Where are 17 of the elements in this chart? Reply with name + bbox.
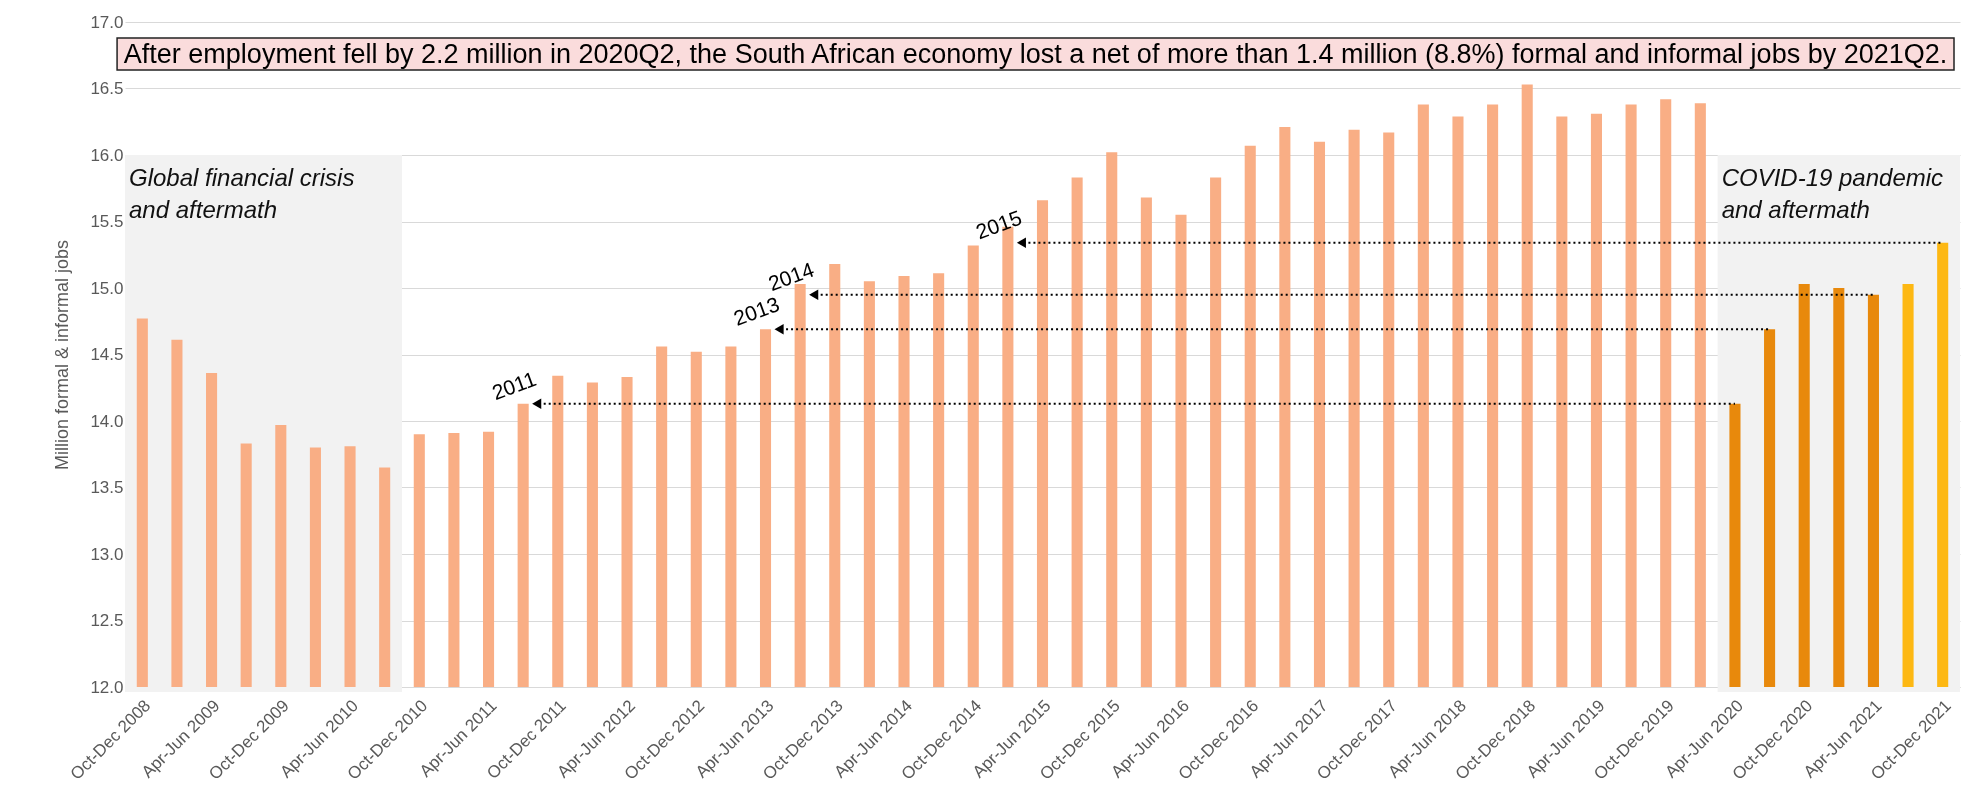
y-tick-label: 12.0 <box>90 677 124 697</box>
y-tick-label: 14.5 <box>90 345 124 364</box>
y-tick-label: 14.0 <box>90 411 124 431</box>
text: After employment fell by 2.2 million in 2020Q2, the South African economy lost a net of more than 1.4 million (8.8%) formal and informal jobs by 2021Q2. <box>123 39 1948 69</box>
y-tick-label: 15.0 <box>90 278 124 298</box>
annotation: 2011 <box>488 366 540 404</box>
y-tick-label: 13.0 <box>90 544 124 564</box>
band-label: Global financial crisis and aftermath <box>129 164 355 223</box>
y-axis-title: Million formal & informal jobs <box>52 239 73 471</box>
y-tick-label: 17.0 <box>90 12 124 32</box>
y-tick-label: 12.5 <box>90 611 124 630</box>
y-tick-label: 16.5 <box>90 79 124 98</box>
y-tick-label: 16.0 <box>90 145 124 165</box>
y-tick-label: 15.5 <box>90 212 124 231</box>
y-tick-label: 13.5 <box>90 478 124 497</box>
annotation: 2015 <box>972 205 1025 244</box>
band-label: COVID-19 pandemic and aftermath <box>1721 164 1944 223</box>
